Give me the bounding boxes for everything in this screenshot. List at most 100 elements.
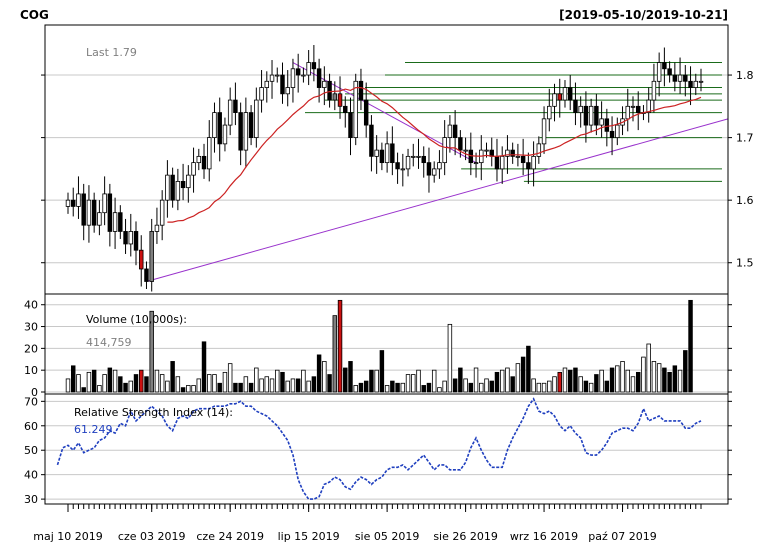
volume-bar xyxy=(494,371,500,393)
candle-body xyxy=(139,249,144,270)
candle-body xyxy=(238,112,243,151)
volume-bar xyxy=(275,369,280,393)
candle-body xyxy=(672,74,678,82)
volume-bar xyxy=(656,363,662,393)
volume-bar xyxy=(599,369,604,393)
y-tick-label: 1.8 xyxy=(736,69,754,82)
volume-bar xyxy=(112,369,118,393)
volume-bar xyxy=(641,356,646,393)
volume-bar xyxy=(358,382,364,393)
moving-average xyxy=(167,87,702,223)
volume-bar xyxy=(379,350,385,393)
volume-bar xyxy=(175,376,181,393)
candle-body xyxy=(583,105,589,126)
volume-bar xyxy=(630,376,636,393)
volume-bar xyxy=(343,367,348,393)
candle-body xyxy=(353,80,358,139)
candle-body xyxy=(81,193,86,226)
candle-body xyxy=(301,74,306,77)
volume-bar xyxy=(416,369,421,393)
candle-body xyxy=(494,155,500,170)
candle-body xyxy=(264,80,270,88)
candle-body xyxy=(128,231,134,245)
candle-body xyxy=(343,105,348,113)
candle-body xyxy=(651,80,657,101)
candle-body xyxy=(97,212,102,226)
candle-body xyxy=(348,112,353,139)
candle-body xyxy=(411,155,416,158)
volume-bar xyxy=(165,380,170,393)
volume-bar xyxy=(149,310,154,393)
volume-bar xyxy=(363,380,369,393)
y-tick-label: 40 xyxy=(24,469,38,482)
volume-bar xyxy=(437,387,442,393)
volume-bar xyxy=(604,380,610,393)
y-tick-label: 60 xyxy=(24,420,38,433)
volume-bar xyxy=(384,385,390,393)
candle-body xyxy=(635,105,641,113)
rsi-series xyxy=(56,397,702,500)
candle-body xyxy=(180,180,186,189)
volume-bar xyxy=(201,341,207,393)
candle-body xyxy=(510,149,515,157)
x-tick-label: cze 24 2019 xyxy=(196,530,264,543)
volume-bar xyxy=(159,374,165,393)
candle-body xyxy=(536,143,542,157)
candle-body xyxy=(107,193,113,232)
volume-bar xyxy=(76,374,81,393)
candles xyxy=(65,45,704,292)
candle-body xyxy=(552,93,557,107)
candle-body xyxy=(431,168,437,176)
volume-bar xyxy=(280,371,285,393)
volume-bar xyxy=(468,382,474,393)
volume-bar xyxy=(458,367,463,393)
x-tick-label: maj 10 2019 xyxy=(33,530,103,543)
volume-bar xyxy=(421,385,426,393)
volume-bar xyxy=(353,385,358,393)
volume-bar xyxy=(154,369,160,393)
volume-bar xyxy=(615,365,620,393)
y-tick-label: 50 xyxy=(24,444,38,457)
volume-bar xyxy=(499,369,505,393)
candle-body xyxy=(112,212,118,232)
volume-bar xyxy=(588,382,594,393)
volume-bar xyxy=(557,371,562,393)
y-tick-label: 0 xyxy=(31,386,38,399)
candle-body xyxy=(625,105,630,120)
candle-body xyxy=(259,87,264,101)
candle-body xyxy=(442,137,447,164)
candle-body xyxy=(473,162,479,165)
trendlines xyxy=(146,62,729,282)
y-tick-label: 30 xyxy=(24,493,38,506)
volume-bar xyxy=(390,380,395,393)
volume-bar xyxy=(573,367,578,393)
candle-body xyxy=(615,124,620,139)
volume-bar xyxy=(484,378,489,393)
candle-body xyxy=(175,180,181,201)
volume-bar xyxy=(677,369,683,393)
candle-body xyxy=(656,62,662,82)
candle-body xyxy=(609,130,615,139)
volume-bar xyxy=(128,380,134,393)
volume-bar xyxy=(227,363,233,393)
candle-body xyxy=(520,155,526,164)
volume-bar xyxy=(426,382,432,393)
volume-bar xyxy=(583,380,589,393)
volume-bar xyxy=(541,382,547,393)
volume-bar xyxy=(254,367,259,393)
candle-body xyxy=(233,99,238,113)
candle-body xyxy=(369,124,374,157)
volume-bars xyxy=(65,299,693,393)
candle-body xyxy=(698,80,704,83)
y-tick-label: 30 xyxy=(24,321,38,334)
y-axis-ticks: 1.5 1.6 1.7 1.8 0 10 20 30 40 30 40 50 60 70 xyxy=(24,69,754,506)
volume-bar xyxy=(139,369,144,393)
volume-bar xyxy=(65,378,71,393)
volume-bar xyxy=(510,376,515,393)
candle-body xyxy=(484,149,489,152)
volume-bar xyxy=(322,361,327,393)
volume-bar xyxy=(91,369,97,393)
candle-body xyxy=(102,193,107,214)
candle-body xyxy=(327,80,332,101)
